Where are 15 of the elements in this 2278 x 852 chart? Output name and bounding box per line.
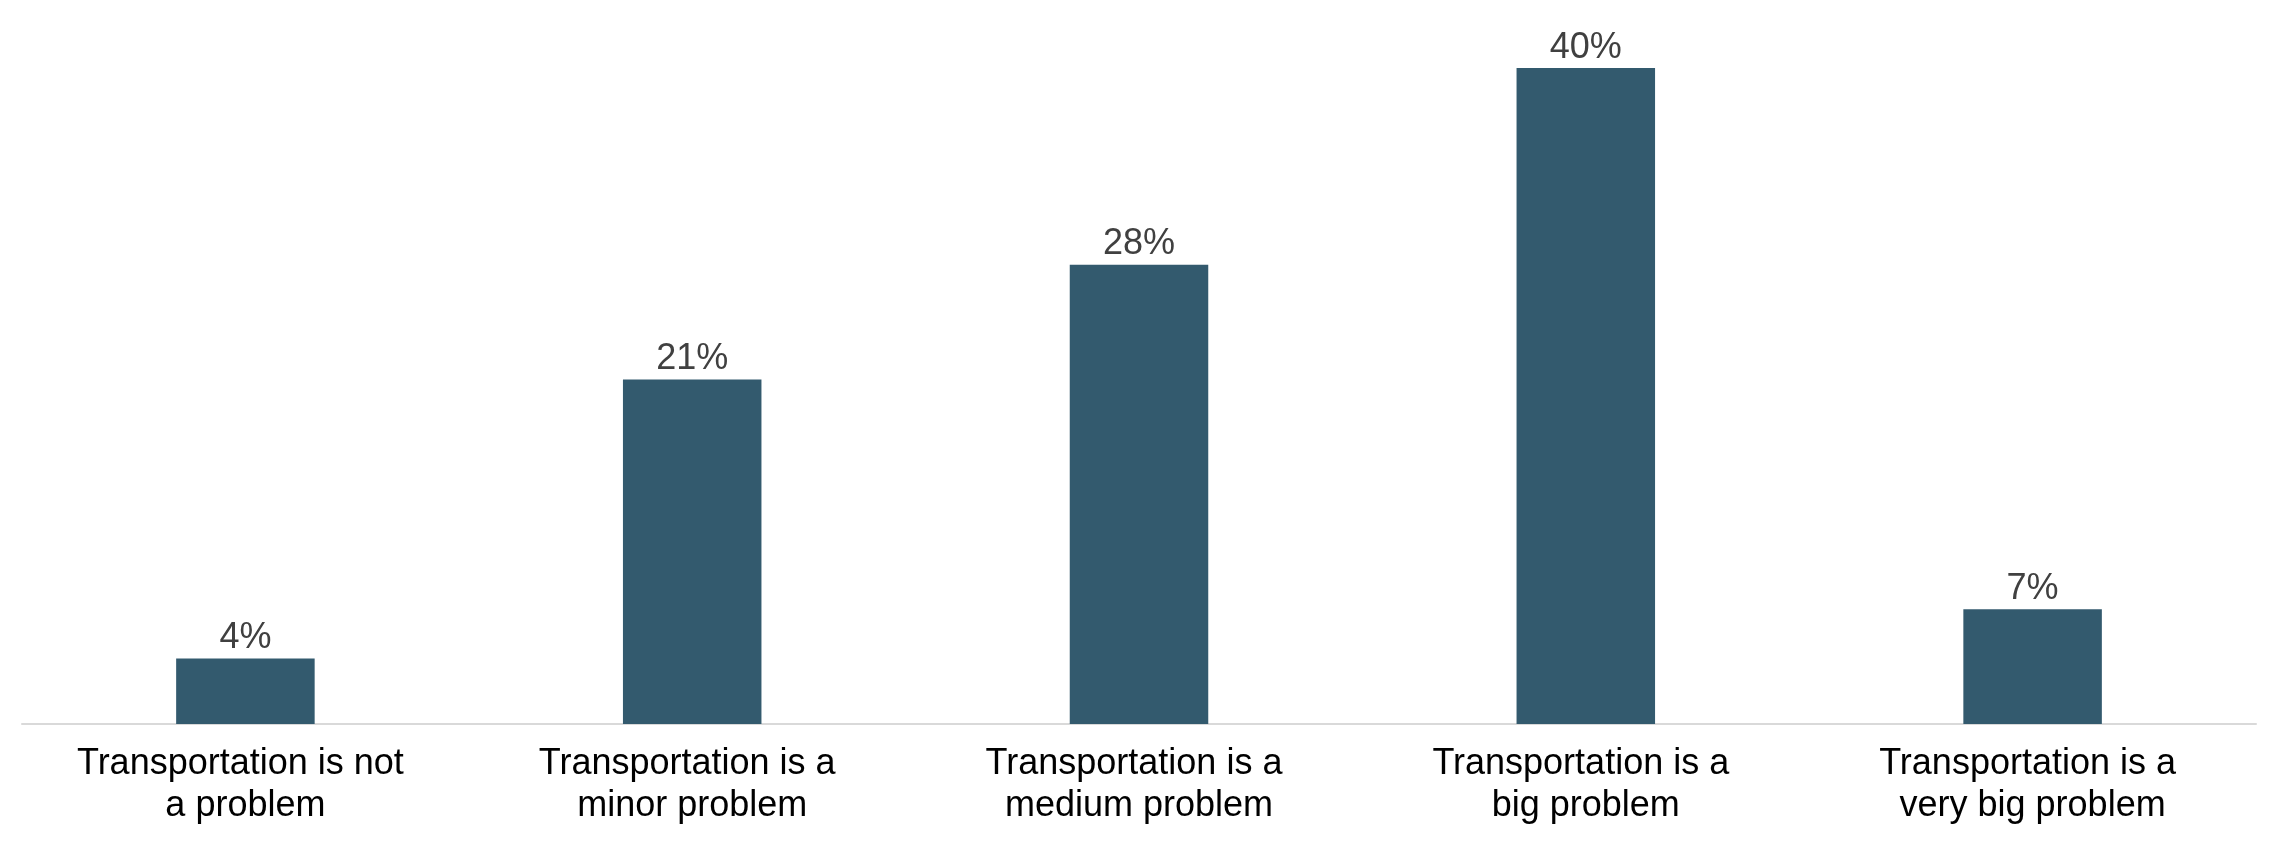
bar <box>1516 68 1656 724</box>
bar <box>1963 609 2102 724</box>
x-tick-label: Transportation is not a problem <box>76 740 414 824</box>
data-label: 4% <box>219 614 272 656</box>
data-label: 28% <box>1102 221 1176 263</box>
x-tick-label: Transportation is a big problem <box>1432 740 1740 824</box>
bar <box>176 658 315 724</box>
bar <box>622 379 762 724</box>
x-tick-label: Transportation is a medium problem <box>985 740 1293 824</box>
x-tick-label: Transportation is a minor problem <box>538 740 846 824</box>
data-label: 7% <box>2006 565 2059 607</box>
data-label: 21% <box>656 336 729 378</box>
bar <box>1069 264 1209 724</box>
data-label: 40% <box>1549 24 1622 66</box>
x-tick-label: Transportation is a very big problem <box>1879 740 2187 824</box>
